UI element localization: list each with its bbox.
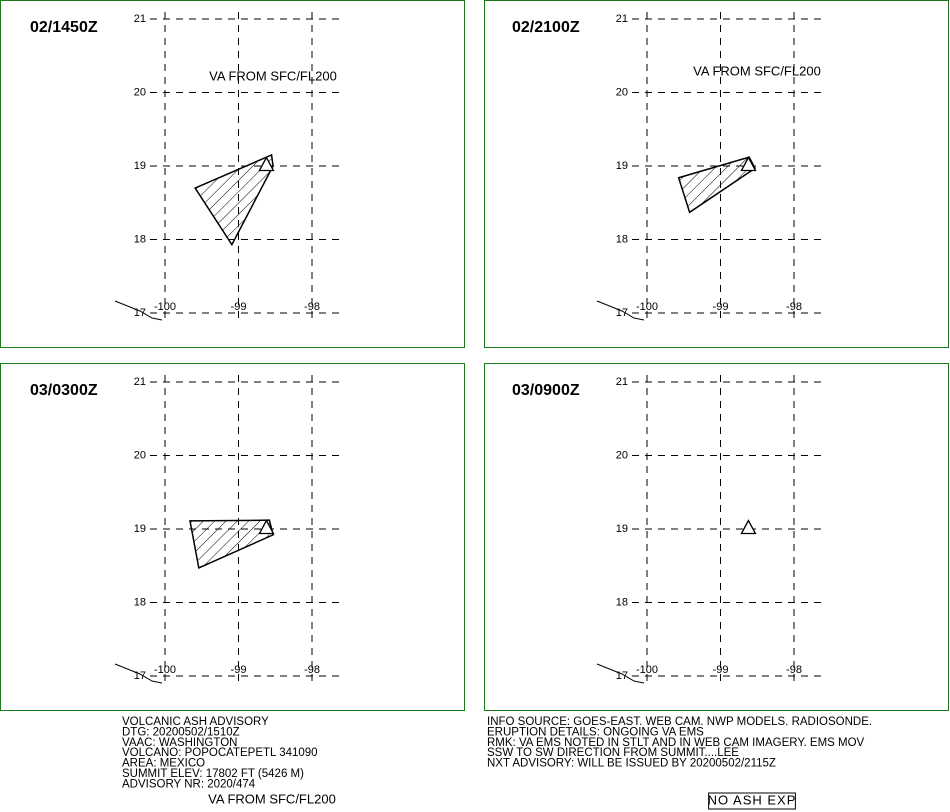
lon-label: -98 [786,301,802,313]
lat-label: 21 [134,13,146,25]
lat-label: 21 [616,376,628,388]
coastline [596,300,645,321]
lat-label: 19 [616,160,628,172]
annotation: VA FROM SFC/FL200 [208,791,336,806]
lat-label: 20 [616,86,628,98]
lat-label: 21 [134,376,146,388]
advisory-line: SUMMIT ELEV: 17802 FT (5426 M) [122,768,304,780]
lon-label: -100 [154,664,176,676]
advisory-line: NXT ADVISORY: WILL BE ISSUED BY 20200502… [487,758,776,770]
advisory-line: DTG: 20200502/1510Z [122,726,240,738]
ash-area [194,153,274,247]
volcano [740,156,757,172]
panel-frame [484,0,949,348]
advisory-line: VOLCANIC ASH ADVISORY [122,716,269,728]
lon-label: -100 [154,301,176,313]
lat-label: 19 [134,160,146,172]
advisory-line: ADVISORY NR: 2020/474 [122,778,256,790]
coastline [596,663,645,684]
lon-label: -98 [304,664,320,676]
valid-time: 03/0300Z [30,382,98,399]
coastline [114,663,163,684]
annotation-box [708,792,796,810]
lon-label: -99 [231,664,247,676]
lon-label: -99 [713,664,729,676]
advisory-line: SSW TO SW DIRECTION FROM SUMMIT....LEE [487,747,739,759]
annotation: VA FROM SFC/FL200 [209,68,337,83]
valid-time: 02/1450Z [30,19,98,36]
lat-label: 18 [134,596,146,608]
lon-label: -99 [713,301,729,313]
volcano [258,156,275,172]
advisory-line: AREA: MEXICO [122,758,205,770]
advisory-line: INFO SOURCE: GOES-EAST. WEB CAM. NWP MOD… [487,716,872,728]
lat-label: 20 [134,86,146,98]
lon-label: -99 [231,301,247,313]
lat-label: 18 [616,233,628,245]
lat-label: 21 [616,13,628,25]
panel-frame [484,363,949,711]
lat-label: 20 [134,449,146,461]
lon-label: -98 [304,301,320,313]
lat-label: 18 [134,233,146,245]
valid-time: 02/2100Z [512,19,580,36]
annotation: VA FROM SFC/FL200 [693,63,821,78]
annotation: NO ASH EXP [708,792,797,807]
lat-label: 19 [616,523,628,535]
lon-label: -98 [786,664,802,676]
lat-label: 18 [616,596,628,608]
panel-frame [0,0,465,348]
panel-frame [0,363,465,711]
advisory-line: VAAC: WASHINGTON [122,737,237,749]
ash-area [189,519,274,570]
volcano [258,519,275,535]
advisory-line: ERUPTION DETAILS: ONGOING VA EMS [487,726,704,738]
valid-time: 03/0900Z [512,382,580,399]
advisory-line: VOLCANO: POPOCATEPETL 341090 [122,747,318,759]
lon-label: -100 [636,664,658,676]
lat-label: 20 [616,449,628,461]
advisory-line: RMK: VA EMS NOTED IN STLT AND IN WEB CAM… [487,737,865,749]
coastline [114,300,163,321]
lon-label: -100 [636,301,658,313]
lat-label: 19 [134,523,146,535]
volcano [740,519,757,535]
ash-area [677,156,757,214]
